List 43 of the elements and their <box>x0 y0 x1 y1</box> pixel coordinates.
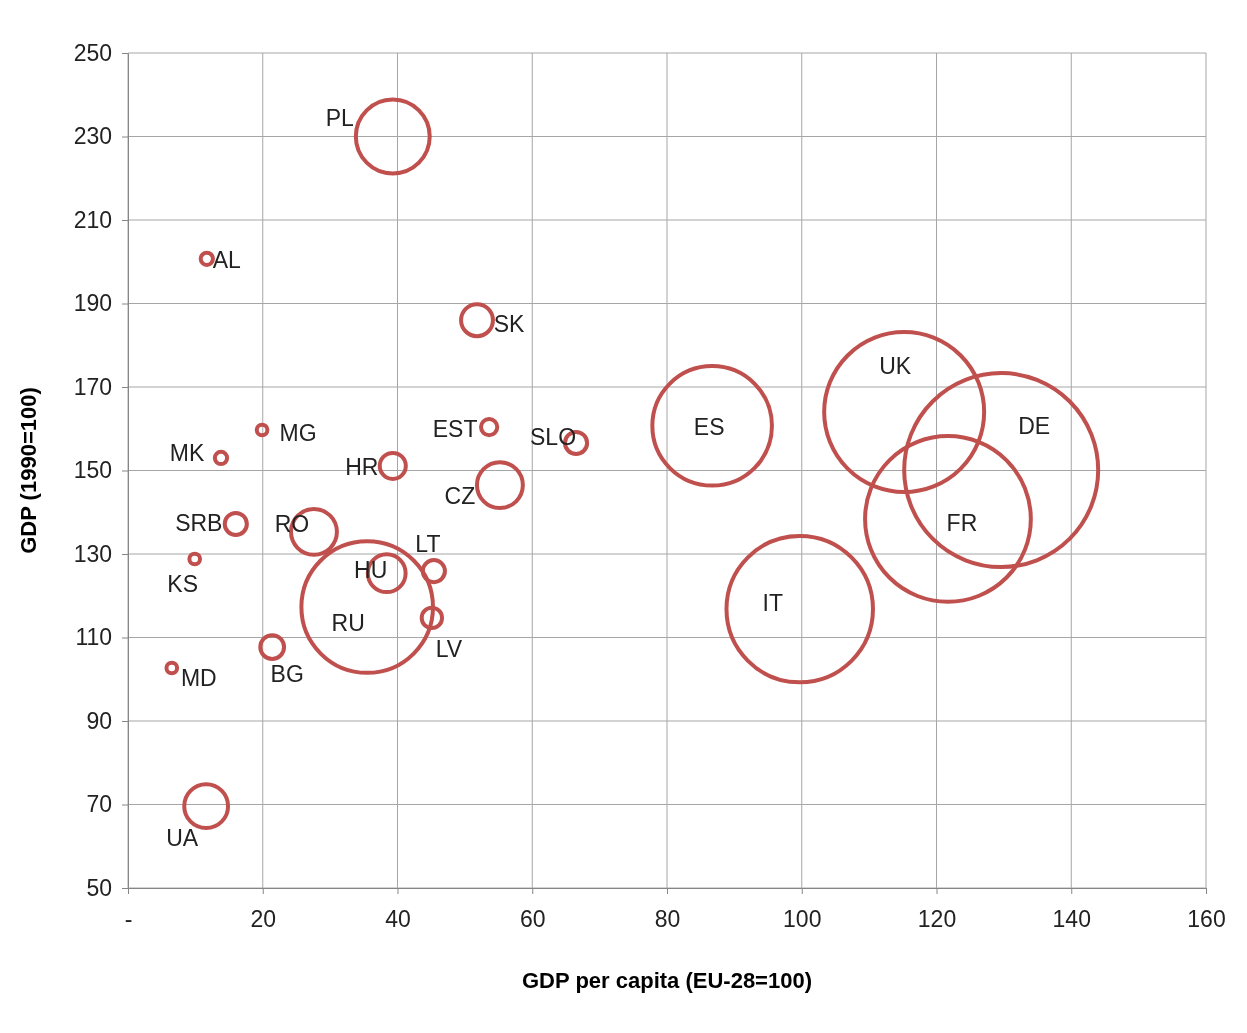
x-tick-label: 40 <box>385 905 411 932</box>
x-tick-label: 160 <box>1187 905 1226 932</box>
annotation: FR <box>946 509 978 536</box>
y-tick-label: 130 <box>73 540 113 567</box>
y-tick-label: 190 <box>73 290 113 317</box>
annotation: AL <box>212 246 242 273</box>
annotation: DE <box>1018 413 1051 440</box>
annotation: MK <box>169 440 205 467</box>
annotation: HR <box>345 453 379 480</box>
annotation: UK <box>879 353 912 380</box>
x-tick-label: - <box>124 905 133 932</box>
y-tick-label: 70 <box>86 791 113 818</box>
annotation: LV <box>435 635 463 662</box>
annotation: SK <box>493 311 525 338</box>
y-axis-title: GDP (1990=100) <box>16 387 41 554</box>
y-tick-label: 90 <box>86 707 113 734</box>
x-tick-label: 60 <box>519 905 546 932</box>
x-tick-label: 80 <box>654 905 681 932</box>
annotation: MG <box>279 420 317 447</box>
annotation: SRB <box>175 509 223 536</box>
y-tick-label: 150 <box>73 457 113 484</box>
x-tick-label: 140 <box>1052 905 1091 932</box>
annotation: RU <box>331 610 365 637</box>
x-tick-label: 120 <box>917 905 957 932</box>
y-tick-label: 170 <box>73 373 113 400</box>
x-axis-title: GDP per capita (EU-28=100) <box>522 968 812 993</box>
annotation: EST <box>432 416 478 443</box>
x-tick-label: 20 <box>250 905 277 932</box>
annotation: ES <box>693 413 725 440</box>
annotation: UA <box>166 825 199 852</box>
y-tick-label: 250 <box>73 39 113 66</box>
annotation: IT <box>762 590 783 617</box>
annotation: BG <box>270 661 304 688</box>
x-tick-label: 100 <box>783 905 822 932</box>
annotation: PL <box>325 104 355 131</box>
annotation: MD <box>180 665 217 692</box>
annotation: CZ <box>444 483 476 510</box>
y-tick-label: 230 <box>73 123 113 150</box>
annotation: LT <box>415 531 441 558</box>
y-tick-label: 110 <box>75 624 113 651</box>
y-tick-label: 210 <box>73 206 113 233</box>
y-tick-label: 50 <box>86 874 113 901</box>
annotation: KS <box>167 571 199 598</box>
